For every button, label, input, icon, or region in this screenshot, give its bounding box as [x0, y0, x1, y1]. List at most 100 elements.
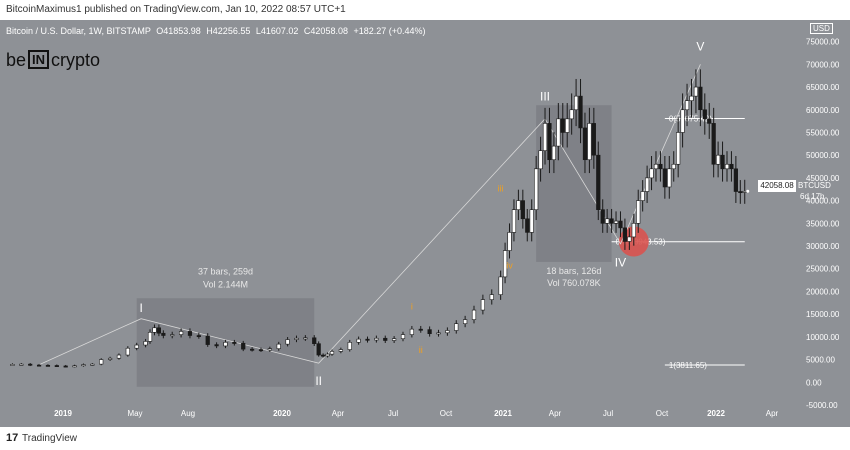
- fib-label-2: 1(3811.65): [669, 361, 707, 370]
- candle-body: [738, 191, 743, 194]
- price-axis-tick: 10000.00: [806, 333, 840, 342]
- wave-label-V: V: [696, 40, 704, 54]
- candle-body: [587, 123, 592, 161]
- candle-body: [205, 335, 210, 345]
- candle-body: [729, 163, 734, 170]
- tradingview-logo-icon: 17: [6, 432, 19, 444]
- candle-body: [321, 354, 326, 357]
- price-axis-tick: 55000.00: [806, 128, 840, 137]
- candle-body: [538, 150, 543, 170]
- candle-body: [511, 209, 517, 233]
- candle-body: [507, 232, 512, 251]
- currency-badge: USD: [810, 23, 833, 34]
- candle-body: [609, 218, 614, 224]
- candle-body: [556, 118, 561, 147]
- candle-body: [649, 168, 654, 179]
- candle-body: [156, 327, 161, 334]
- price-axis-tick: 20000.00: [806, 287, 840, 296]
- candle-body: [134, 344, 139, 349]
- candle-body: [143, 341, 148, 346]
- candle-body: [325, 353, 330, 357]
- beincrypto-logo: be IN crypto: [6, 50, 100, 71]
- candle-body: [569, 109, 574, 120]
- candle-body: [54, 365, 59, 367]
- candle-body: [196, 335, 201, 338]
- candle-body: [454, 323, 459, 331]
- candle-body: [312, 337, 317, 344]
- candle-body: [498, 276, 503, 295]
- candle-body: [605, 218, 610, 224]
- candle-body: [392, 338, 397, 341]
- candle-body: [303, 337, 308, 340]
- candle-body: [365, 338, 370, 341]
- price-axis-tick: 35000.00: [806, 219, 840, 228]
- time-axis-label: 2022: [707, 409, 725, 418]
- price-axis-tick: 65000.00: [806, 83, 840, 92]
- candle-body: [698, 86, 703, 111]
- candle-body: [560, 118, 565, 133]
- time-axis-label: Apr: [766, 409, 779, 418]
- candle-body: [36, 364, 42, 367]
- candle-body: [10, 364, 15, 366]
- ohlc-high: H42256.55: [206, 26, 251, 36]
- candle-body: [187, 331, 193, 336]
- candle-body: [63, 365, 68, 368]
- symbol-description: Bitcoin / U.S. Dollar, 1W, BITSTAMP: [6, 26, 151, 36]
- candle-body: [622, 227, 628, 242]
- candle-body: [693, 86, 699, 97]
- candle-body: [636, 200, 641, 224]
- wave-label-II: II: [315, 374, 322, 388]
- ohlc-low: L41607.02: [255, 26, 299, 36]
- candle-body: [618, 220, 623, 229]
- candle-body: [600, 209, 605, 224]
- candle-body: [427, 329, 432, 334]
- time-axis-label: Apr: [332, 409, 345, 418]
- candle-body: [418, 328, 423, 331]
- time-axis-label: 2021: [494, 409, 512, 418]
- candle-body: [671, 163, 676, 170]
- candle-body: [640, 191, 645, 201]
- time-axis-label: Jul: [388, 409, 398, 418]
- wave-label-iii: iii: [498, 184, 504, 194]
- candle-body: [680, 109, 685, 133]
- candle-body: [214, 344, 219, 347]
- box-bars-label-0: 37 bars, 259d: [198, 266, 253, 276]
- footer: 17 TradingView: [0, 427, 850, 450]
- candle-body: [161, 332, 166, 336]
- candle-body: [525, 218, 530, 233]
- candle-body: [502, 250, 508, 278]
- candle-body: [689, 95, 694, 101]
- candle-body: [733, 168, 738, 192]
- candle-body: [147, 332, 153, 342]
- time-axis-label: Oct: [440, 409, 453, 418]
- box-vol-label-0: Vol 2.144M: [203, 279, 248, 289]
- candle-body: [573, 95, 579, 111]
- candle-body: [707, 118, 712, 124]
- price-axis-tick: -5000.00: [806, 401, 838, 410]
- candle-body: [631, 223, 636, 238]
- wave-label-IV: IV: [615, 255, 626, 269]
- price-chart[interactable]: 37 bars, 259d Vol 2.144M 18 bars, 126d Vol …: [0, 20, 850, 427]
- candle-body: [489, 294, 494, 300]
- candle-body: [658, 163, 663, 170]
- box-vol-label-1: Vol 760.078K: [547, 278, 601, 288]
- candle-body: [178, 331, 184, 335]
- candle-body: [591, 123, 596, 156]
- candle-body: [347, 342, 352, 350]
- candle-body: [250, 348, 255, 351]
- candle-body: [400, 334, 406, 339]
- ohlc-close: C42058.08: [303, 26, 348, 36]
- price-axis-tick: 60000.00: [806, 106, 840, 115]
- candle-body: [436, 332, 441, 335]
- candle-body: [445, 330, 450, 334]
- candle-body: [534, 168, 539, 210]
- publisher-bar: BitcoinMaximus1 published on TradingView…: [0, 0, 850, 20]
- last-price-tag: 42058.08: [758, 180, 796, 192]
- candle-body: [258, 349, 264, 352]
- time-axis-label: 2019: [54, 409, 72, 418]
- candle-body: [374, 337, 379, 341]
- wave-label-ii: ii: [419, 345, 423, 355]
- time-axis-label: Jul: [603, 409, 613, 418]
- candle-body: [645, 177, 650, 192]
- candle-body: [653, 163, 659, 170]
